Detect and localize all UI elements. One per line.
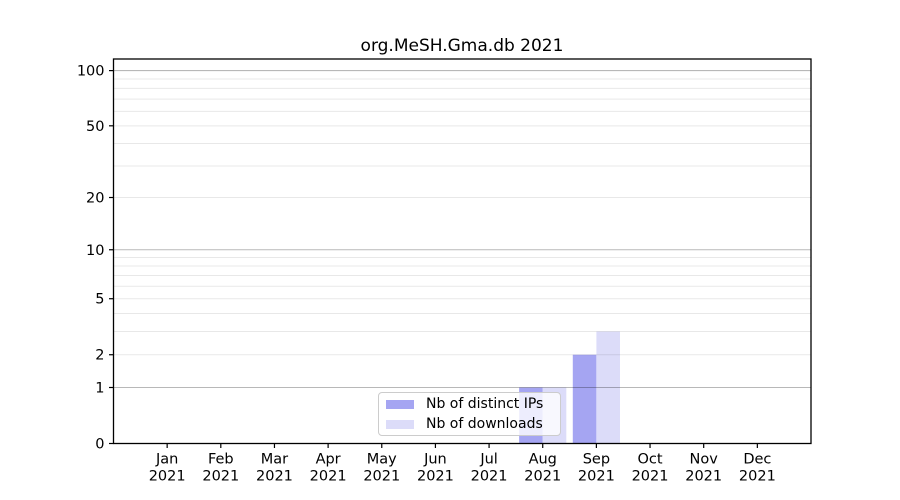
bar-sep-downloads [596, 331, 620, 444]
y-tick-label-100: 100 [77, 64, 105, 80]
x-tick-year-jun: 2021 [417, 469, 454, 485]
x-tick-label-oct: Oct [637, 452, 662, 468]
y-tick-label-5: 5 [95, 292, 104, 308]
x-tick-year-nov: 2021 [685, 469, 722, 485]
x-tick-label-feb: Feb [208, 452, 234, 468]
x-tick-year-jan: 2021 [149, 469, 186, 485]
x-tick-label-may: May [367, 452, 397, 468]
x-tick-year-may: 2021 [363, 469, 400, 485]
x-tick-label-nov: Nov [690, 452, 719, 468]
y-tick-label-2: 2 [95, 348, 104, 364]
legend-item-downloads: Nb of downloads [386, 416, 560, 433]
x-tick-label-apr: Apr [316, 452, 341, 468]
x-tick-year-oct: 2021 [632, 469, 669, 485]
x-tick-label-sep: Sep [583, 452, 610, 468]
x-tick-year-sep: 2021 [578, 469, 615, 485]
x-tick-year-mar: 2021 [256, 469, 293, 485]
y-tick-label-0: 0 [95, 437, 104, 453]
x-tick-label-jul: Jul [479, 452, 498, 468]
y-tick-label-20: 20 [86, 191, 104, 207]
x-tick-year-aug: 2021 [524, 469, 561, 485]
x-tick-label-jan: Jan [155, 452, 178, 468]
x-tick-year-dec: 2021 [739, 469, 776, 485]
legend-label-downloads: Nb of downloads [426, 416, 543, 432]
legend-label-distinct-ips: Nb of distinct IPs [426, 396, 544, 412]
x-tick-label-mar: Mar [261, 452, 288, 468]
y-tick-label-1: 1 [95, 380, 104, 396]
legend-item-distinct-ips: Nb of distinct IPs [386, 396, 560, 413]
x-tick-year-apr: 2021 [310, 469, 347, 485]
legend-swatch-downloads [386, 419, 414, 429]
x-tick-label-aug: Aug [529, 452, 557, 468]
x-tick-label-jun: Jun [423, 452, 447, 468]
legend-swatch-distinct-ips [386, 399, 414, 409]
bar-sep-distinct-ips [572, 354, 597, 444]
chart-title: org.MeSH.Gma.db 2021 [360, 36, 564, 56]
x-tick-year-feb: 2021 [202, 469, 239, 485]
y-tick-label-50: 50 [86, 119, 104, 135]
x-tick-year-jul: 2021 [471, 469, 508, 485]
plot-frame [112, 58, 812, 445]
legend: Nb of distinct IPs Nb of downloads [378, 392, 561, 436]
x-tick-label-dec: Dec [743, 452, 771, 468]
y-tick-label-10: 10 [86, 243, 104, 259]
